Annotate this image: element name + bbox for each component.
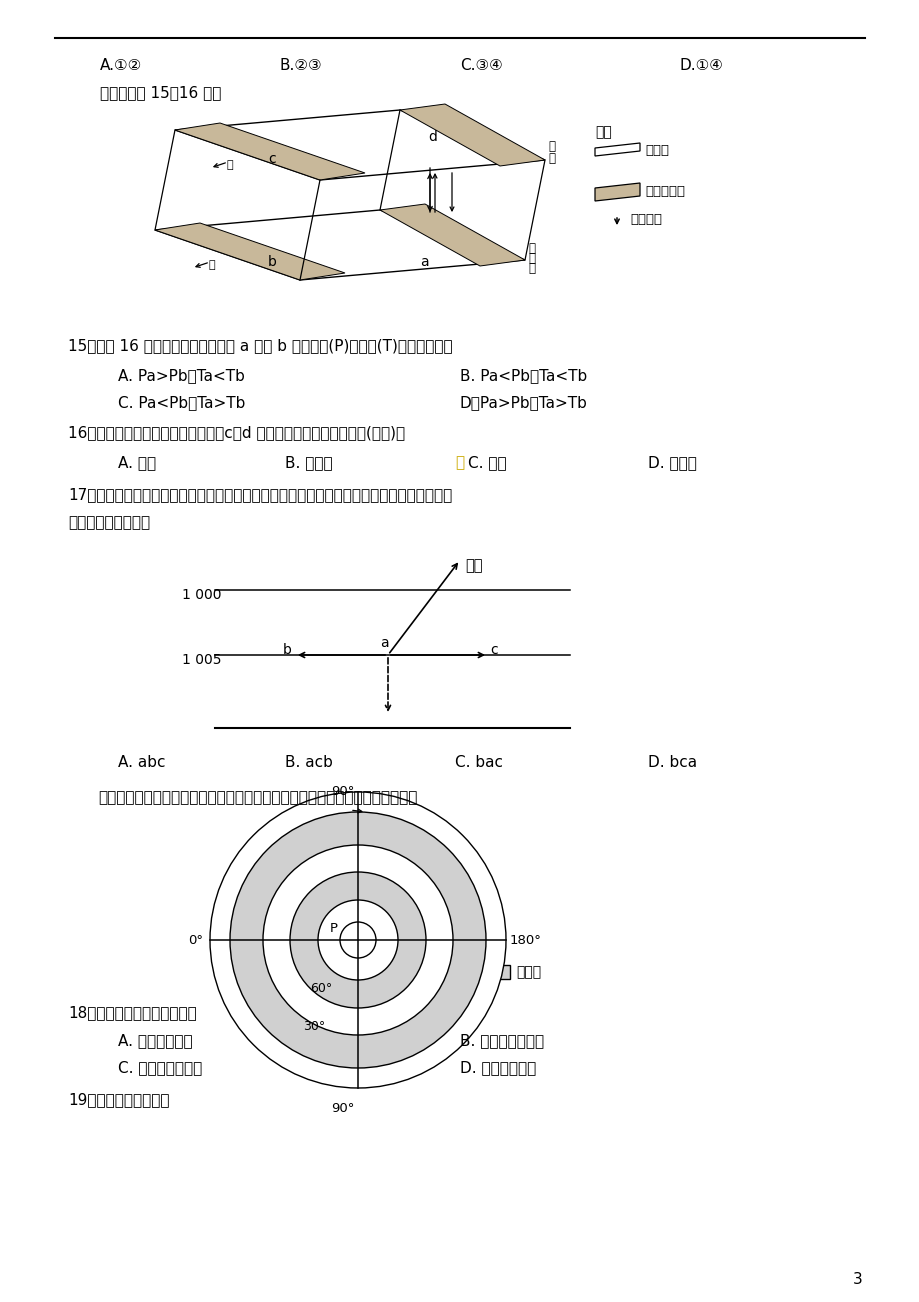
Circle shape xyxy=(340,922,376,958)
Text: B. 东北风: B. 东北风 xyxy=(285,454,333,470)
Polygon shape xyxy=(154,210,525,280)
Polygon shape xyxy=(400,104,544,165)
Text: C. Pa<Pb；Ta>Tb: C. Pa<Pb；Ta>Tb xyxy=(118,395,245,410)
Text: 90°: 90° xyxy=(331,785,355,798)
Text: 垂直气流: 垂直气流 xyxy=(630,214,662,227)
Polygon shape xyxy=(175,122,365,180)
Text: A.①②: A.①② xyxy=(100,59,142,73)
Text: 北: 北 xyxy=(227,160,233,171)
Text: 面: 面 xyxy=(528,262,535,275)
Text: B. 副极地低气压带: B. 副极地低气压带 xyxy=(460,1032,543,1048)
Text: 风向: 风向 xyxy=(464,559,482,573)
Text: C. 东风: C. 东风 xyxy=(468,454,506,470)
Polygon shape xyxy=(380,204,525,266)
Polygon shape xyxy=(154,223,345,280)
Text: 180°: 180° xyxy=(509,934,541,947)
Text: 读图，回答 15～16 题。: 读图，回答 15～16 题。 xyxy=(100,85,221,100)
Circle shape xyxy=(230,812,485,1068)
Circle shape xyxy=(318,900,398,980)
Text: 60°: 60° xyxy=(310,982,332,995)
Text: 1 005: 1 005 xyxy=(182,654,221,667)
Text: C. 副热带高气压带: C. 副热带高气压带 xyxy=(118,1060,202,1075)
Text: B. acb: B. acb xyxy=(285,755,333,769)
Text: c: c xyxy=(267,152,276,165)
Text: b: b xyxy=(267,255,277,270)
Text: 15、若图 16 表示热力环流形势，则 a 地与 b 地的气压(P)和气温(T)的大小关系是: 15、若图 16 表示热力环流形势，则 a 地与 b 地的气压(P)和气温(T)… xyxy=(68,339,452,353)
Polygon shape xyxy=(595,143,640,156)
Text: B.②③: B.②③ xyxy=(279,59,323,73)
Text: A. 南风: A. 南风 xyxy=(118,454,156,470)
Text: C.③④: C.③④ xyxy=(460,59,502,73)
Text: A. Pa>Pb；Ta<Tb: A. Pa>Pb；Ta<Tb xyxy=(118,368,244,383)
Text: P: P xyxy=(330,922,337,935)
Text: 摩擦力的字母依次是: 摩擦力的字母依次是 xyxy=(68,516,150,530)
Text: c: c xyxy=(490,643,497,658)
Text: D.①④: D.①④ xyxy=(679,59,723,73)
Text: b: b xyxy=(283,643,291,658)
Text: 0°: 0° xyxy=(187,934,203,947)
Text: 3: 3 xyxy=(852,1272,862,1286)
Text: ．: ． xyxy=(455,454,463,470)
Text: a: a xyxy=(380,635,388,650)
Text: 高: 高 xyxy=(548,141,554,154)
Text: B. Pa<Pb；Ta<Tb: B. Pa<Pb；Ta<Tb xyxy=(460,368,586,383)
Text: D. bca: D. bca xyxy=(647,755,697,769)
Circle shape xyxy=(210,792,505,1088)
Text: 空: 空 xyxy=(548,152,554,165)
Text: a: a xyxy=(420,255,428,270)
Text: 17、下图是形成北半球近地面风的各种力的示意图。图中表示水平气压梯度力、地转偏向力、: 17、下图是形成北半球近地面风的各种力的示意图。图中表示水平气压梯度力、地转偏向… xyxy=(68,487,452,503)
Text: A. 极地高气压带: A. 极地高气压带 xyxy=(118,1032,192,1048)
Text: 气压带: 气压带 xyxy=(516,965,540,979)
Text: 1 000: 1 000 xyxy=(182,589,221,602)
Text: A. abc: A. abc xyxy=(118,755,165,769)
Text: 90°: 90° xyxy=(331,1101,355,1115)
Text: 近: 近 xyxy=(528,242,535,255)
Text: 带状气压区: 带状气压区 xyxy=(644,185,685,198)
Text: C. bac: C. bac xyxy=(455,755,503,769)
Circle shape xyxy=(289,872,425,1008)
Polygon shape xyxy=(595,184,640,201)
Text: 北: 北 xyxy=(209,260,215,270)
Text: 地: 地 xyxy=(528,253,535,266)
Circle shape xyxy=(263,845,452,1035)
Text: D．Pa>Pb；Ta>Tb: D．Pa>Pb；Ta>Tb xyxy=(460,395,587,410)
Text: 下图为以极点为中心的俯视图，箭头表示地球自转方向。读图，完成下列问题。: 下图为以极点为中心的俯视图，箭头表示地球自转方向。读图，完成下列问题。 xyxy=(98,790,417,805)
Text: 图例: 图例 xyxy=(595,125,611,139)
Text: 等高面: 等高面 xyxy=(644,145,668,158)
Polygon shape xyxy=(175,109,544,180)
Text: 16、若图示地区在北半球，理论上，c、d 两地间的稳定水平气流方向(风向)为: 16、若图示地区在北半球，理论上，c、d 两地间的稳定水平气流方向(风向)为 xyxy=(68,424,404,440)
Text: 19、此时，北半球应是: 19、此时，北半球应是 xyxy=(68,1092,169,1107)
Text: D. 西南风: D. 西南风 xyxy=(647,454,696,470)
Text: 18、图例所示的气压带名称是: 18、图例所示的气压带名称是 xyxy=(68,1005,197,1019)
Bar xyxy=(471,965,509,979)
Text: d: d xyxy=(427,130,437,145)
Text: 30°: 30° xyxy=(302,1019,325,1032)
Text: D. 赤道低气压带: D. 赤道低气压带 xyxy=(460,1060,536,1075)
